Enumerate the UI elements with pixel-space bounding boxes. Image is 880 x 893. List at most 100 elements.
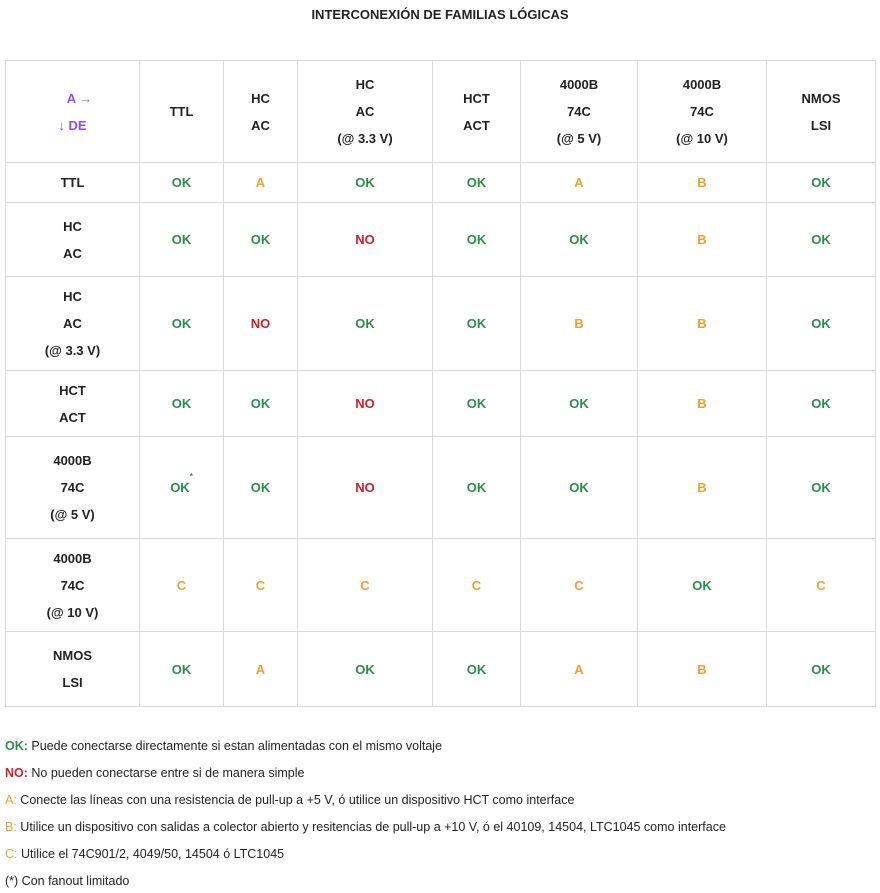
cell-value: OK (811, 661, 831, 677)
header-line: 74C (690, 104, 714, 119)
corner-from-label: ↓ DE (58, 117, 87, 133)
header-line: LSI (62, 675, 83, 690)
table-cell: OK (139, 631, 224, 707)
table-cell: B (637, 631, 767, 707)
legend-item: OK: Puede conectarse directamente si est… (5, 733, 726, 760)
row-header: HC AC (5, 202, 140, 277)
table-cell: OK (766, 436, 876, 539)
legend-text: Puede conectarse directamente si estan a… (27, 739, 443, 753)
cell-value: OK (466, 661, 487, 677)
cell-value: OK (171, 661, 192, 677)
table-cell: OK (766, 276, 876, 371)
header-line: 4000B (682, 77, 722, 92)
table-cell: OK (223, 202, 298, 277)
cell-value: C (471, 577, 482, 593)
table-cell: A (520, 631, 638, 707)
header-line: HC (63, 289, 82, 304)
page-title: INTERCONEXIÓN DE FAMILIAS LÓGICAS (311, 7, 569, 22)
cell-value: OK (569, 232, 589, 247)
table-cell: NO (297, 202, 433, 277)
header-line: 74C (567, 104, 591, 119)
legend-key: OK: (5, 739, 28, 753)
table-cell: C (297, 538, 433, 632)
table-cell: A (223, 631, 298, 707)
table-cell: OK (139, 276, 224, 371)
cell-value: B (574, 316, 584, 331)
cell-value: OK (466, 396, 487, 411)
header-line: NMOS (801, 90, 841, 106)
header-line: LSI (810, 117, 832, 133)
cell-value: OK (466, 232, 487, 247)
legend-item: NO: No pueden conectarse entre si de man… (5, 760, 726, 787)
cell-value: B (697, 232, 707, 247)
cell-value: OK (466, 316, 487, 331)
row-header: 4000B 74C (@ 5 V) (5, 436, 140, 539)
table-cell: OK (139, 162, 224, 203)
table-cell: OK (766, 370, 876, 437)
cell-value: OK (811, 480, 831, 495)
header-line: AC (251, 117, 270, 133)
header-line: 4000B (559, 77, 599, 92)
table-row: 4000B 74C (@ 10 V) C C C C C OK C (5, 538, 876, 632)
header-line: HCT (463, 90, 490, 106)
table-cell: OK (766, 202, 876, 277)
header-line: TTL (169, 104, 194, 119)
table-cell: OK (520, 202, 638, 277)
legend: OK: Puede conectarse directamente si est… (5, 733, 726, 893)
row-header: HC AC (@ 3.3 V) (5, 276, 140, 371)
row-header: HCT ACT (5, 370, 140, 437)
cell-value: OK (171, 232, 192, 247)
header-row: A → ↓ DE TTL HC AC HC AC (@ 3.3 V) HCT ACT 4000B 74… (5, 60, 876, 163)
legend-text: No pueden conectarse entre si de manera … (27, 766, 305, 780)
table-cell: OK (223, 436, 298, 539)
header-line: (@ 5 V) (50, 507, 95, 522)
cell-value: C (360, 577, 370, 593)
cell-value: OK (171, 396, 192, 411)
cell-value: OK (811, 175, 831, 190)
table-cell: B (637, 202, 767, 277)
cell-value: OK (250, 396, 271, 411)
column-header: NMOS LSI (766, 60, 876, 163)
legend-key: NO: (5, 766, 28, 780)
table-cell: OK (139, 370, 224, 437)
table-cell: OK (432, 202, 521, 277)
table-cell: OK (432, 436, 521, 539)
cell-value: OK (250, 232, 271, 247)
table-row: HC AC OK OK NO OK OK B OK (5, 202, 876, 277)
legend-text: Utilice el 74C901/2, 4049/50, 14504 ó LT… (17, 847, 285, 861)
table-cell: C (432, 538, 521, 632)
header-line: HC (63, 218, 82, 234)
table-row: HCT ACT OK OK NO OK OK B OK (5, 370, 876, 437)
cell-value: OK (355, 661, 375, 677)
header-line: ACT (463, 117, 490, 133)
footnote-mark: * (189, 472, 193, 481)
table-cell: OK (297, 631, 433, 707)
row-header: NMOS LSI (5, 631, 140, 707)
header-line: 74C (60, 577, 85, 593)
table-cell: OK (432, 631, 521, 707)
legend-item: C: Utilice el 74C901/2, 4049/50, 14504 ó… (5, 841, 726, 868)
cell-value: OK (355, 316, 375, 331)
header-line: AC (355, 104, 375, 119)
cell-value: B (697, 480, 707, 495)
header-line: HC (355, 77, 375, 92)
cell-value: C (574, 577, 584, 593)
cell-value: OK (250, 480, 271, 495)
table-cell: C (139, 538, 224, 632)
header-line: 4000B (53, 453, 92, 468)
table-cell: OK (766, 162, 876, 203)
table-cell: OK (297, 162, 433, 203)
table-cell: NO (297, 370, 433, 437)
cell-value: C (176, 577, 187, 593)
table-cell: B (637, 162, 767, 203)
table-cell: NO (297, 436, 433, 539)
cell-value: OK (171, 175, 192, 190)
corner-to-label: A → (66, 90, 93, 106)
header-line: (@ 3.3 V) (44, 343, 101, 358)
table-cell: OK (223, 370, 298, 437)
legend-key: B: (5, 820, 17, 834)
legend-item: B: Utilice un dispositivo con salidas a … (5, 814, 726, 841)
column-header: 4000B 74C (@ 10 V) (637, 60, 767, 163)
table-cell: OK (432, 276, 521, 371)
